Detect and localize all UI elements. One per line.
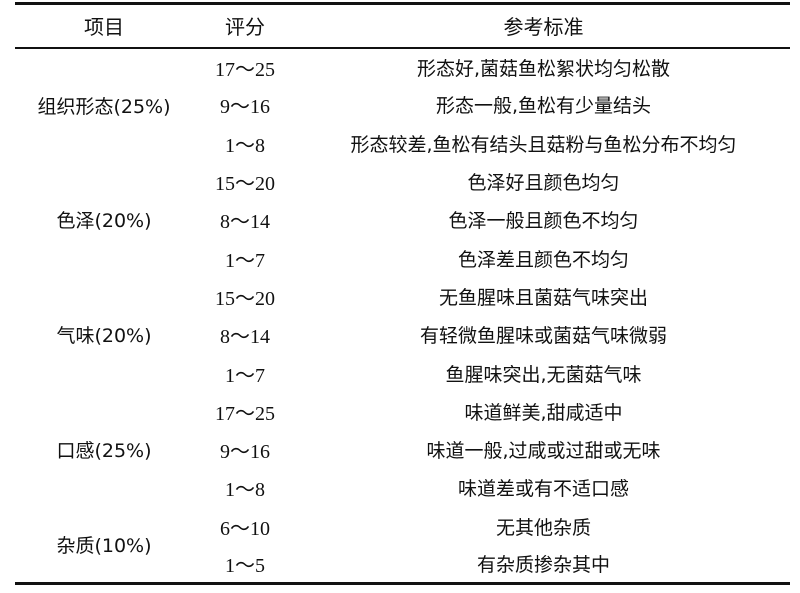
score-cell: 1～8: [225, 134, 265, 157]
score-cell: 9～16: [220, 441, 270, 464]
table-row: 9～16 味道一般,过咸或过甜或无味: [15, 430, 790, 468]
criteria-cell: 鱼腥味突出,无菌菇气味: [445, 363, 642, 386]
criteria-cell: 有杂质掺杂其中: [476, 554, 610, 577]
header-score: 评分: [225, 17, 265, 40]
criteria-cell: 味道一般,过咸或过甜或无味: [426, 440, 661, 463]
item-cell: 口感(25%): [56, 440, 152, 463]
score-cell: 1～7: [225, 249, 265, 272]
header-criteria: 参考标准: [503, 15, 584, 40]
table-row: 1～7 色泽差且颜色不均匀: [15, 239, 790, 277]
score-cell: 1～5: [225, 555, 265, 578]
sensory-evaluation-table: 项目 评分 参考标准 组织形态(25%) 17～25 形态好,菌菇鱼松絮状均匀松散 9…: [15, 2, 790, 585]
criteria-cell: 色泽一般且颜色不均匀: [448, 210, 639, 233]
table-row: 气味(20%) 15～20 无鱼腥味且菌菇气味突出: [15, 277, 790, 347]
table-row: 口感(25%) 17～25 味道鲜美,甜咸适中: [15, 392, 790, 462]
item-cell: 组织形态(25%): [37, 95, 171, 118]
criteria-cell: 有轻微鱼腥味或菌菇气味微弱: [419, 325, 667, 348]
score-cell: 6～10: [220, 517, 270, 540]
score-cell: 8～14: [220, 326, 270, 349]
table-row: 杂质(10%) 6～10 无其他杂质: [15, 507, 790, 557]
item-cell: 色泽(20%): [56, 210, 152, 233]
criteria-cell: 无鱼腥味且菌菇气味突出: [438, 286, 648, 309]
criteria-cell: 形态一般,鱼松有少量结头: [435, 95, 652, 118]
item-cell: 气味(20%): [56, 325, 152, 348]
criteria-cell: 味道差或有不适口感: [457, 478, 629, 501]
criteria-cell: 色泽差且颜色不均匀: [457, 248, 629, 271]
score-cell: 1～8: [225, 479, 265, 502]
table-row: 1～5 有杂质掺杂其中: [15, 545, 790, 583]
table-row: 8～14 色泽一般且颜色不均匀: [15, 201, 790, 239]
score-cell: 8～14: [220, 211, 270, 234]
criteria-cell: 形态好,菌菇鱼松絮状均匀松散: [416, 57, 671, 80]
score-cell: 9～16: [220, 96, 270, 119]
header-item: 项目: [84, 15, 124, 40]
table-row: 9～16 形态一般,鱼松有少量结头: [15, 86, 790, 124]
score-cell: 1～7: [225, 364, 265, 387]
table-body: 组织形态(25%) 17～25 形态好,菌菇鱼松絮状均匀松散 9～16 形态一般,鱼松有…: [15, 48, 790, 584]
item-cell: 杂质(10%): [56, 535, 152, 558]
table-row: 1～8 形态较差,鱼松有结头且菇粉与鱼松分布不均匀: [15, 124, 790, 162]
table-row: 1～8 味道差或有不适口感: [15, 469, 790, 507]
header-row: 项目 评分 参考标准: [15, 3, 790, 48]
table-row: 组织形态(25%) 17～25 形态好,菌菇鱼松絮状均匀松散: [15, 48, 790, 118]
score-cell: 15～20: [215, 287, 275, 310]
criteria-cell: 无其他杂质: [495, 516, 591, 539]
score-cell: 15～20: [215, 173, 275, 196]
table-row: 8～14 有轻微鱼腥味或菌菇气味微弱: [15, 316, 790, 354]
criteria-cell: 色泽好且颜色均匀: [467, 172, 620, 195]
score-cell: 17～25: [215, 58, 275, 81]
criteria-cell: 形态较差,鱼松有结头且菇粉与鱼松分布不均匀: [350, 133, 737, 156]
table-row: 色泽(20%) 15～20 色泽好且颜色均匀: [15, 162, 790, 232]
table-row: 1～7 鱼腥味突出,无菌菇气味: [15, 354, 790, 392]
criteria-cell: 味道鲜美,甜咸适中: [464, 401, 623, 424]
score-cell: 17～25: [215, 402, 275, 425]
